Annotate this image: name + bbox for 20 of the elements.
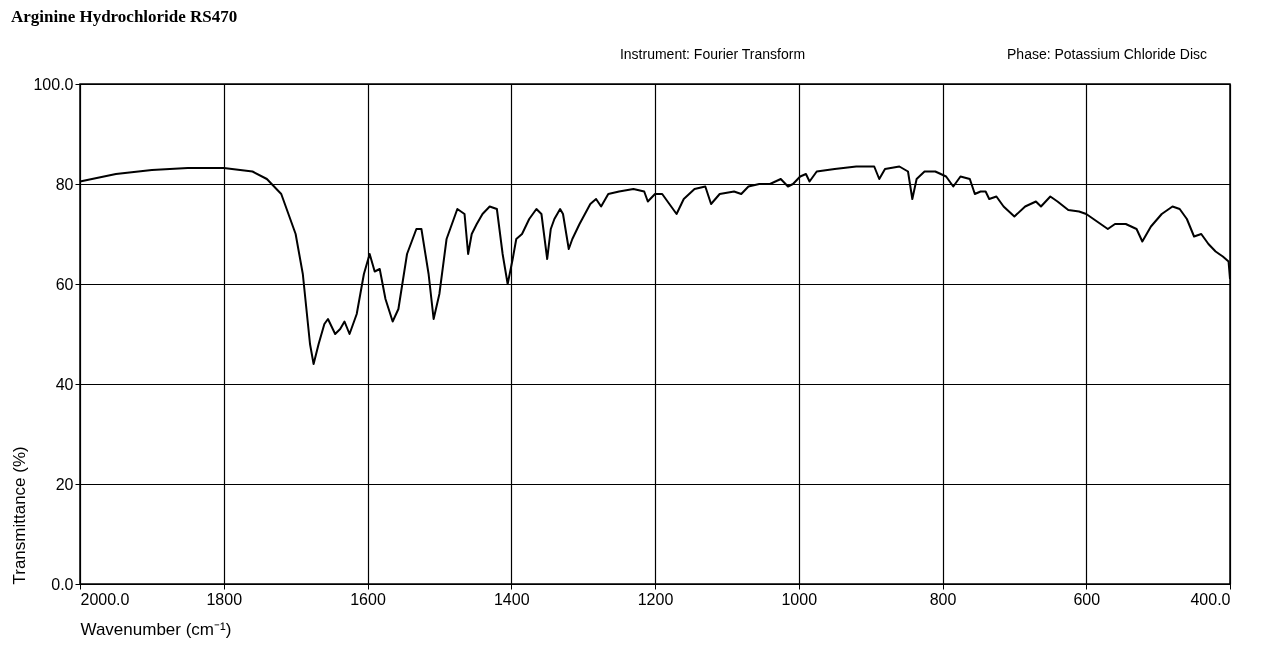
y-tick-label: 100.0 — [33, 75, 74, 93]
chart-title: Arginine Hydrochloride RS470 — [10, 7, 238, 26]
x-tick-label: 1600 — [350, 590, 386, 608]
y-tick-label: 40 — [55, 375, 74, 393]
x-tick-label: 2000.0 — [80, 590, 130, 608]
x-tick-label: 1000 — [781, 590, 818, 608]
x-axis-title: Wavenumber (cm⁻¹) — [80, 619, 232, 639]
x-tick-label: 1800 — [206, 590, 243, 608]
y-tick-label: 80 — [55, 175, 74, 193]
text: Instrument: Fourier Transform — [619, 46, 806, 62]
x-tick-label: 600 — [1073, 590, 1101, 608]
y-tick-label: 0.0 — [51, 575, 74, 593]
y-axis-title: Transmittance (%) — [10, 446, 30, 585]
x-tick-label: 800 — [929, 590, 957, 608]
text: Phase: Potassium Chloride Disc — [1007, 46, 1207, 62]
x-tick-label: 400.0 — [1190, 590, 1231, 608]
y-tick-label: 60 — [55, 275, 74, 293]
x-tick-label: 1400 — [493, 590, 530, 608]
x-tick-label: 1200 — [637, 590, 674, 608]
y-tick-label: 20 — [55, 475, 74, 493]
